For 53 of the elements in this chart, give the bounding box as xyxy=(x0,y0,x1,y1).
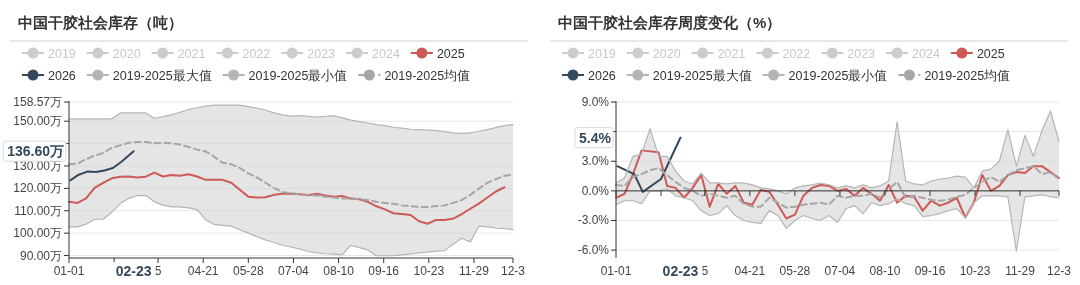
legend-label: 2019-2025最大值 xyxy=(112,68,212,83)
y-tick-label: 3.0% xyxy=(581,154,610,169)
x-tick-label: 10-23 xyxy=(413,264,445,278)
x-tick-label: 11-29 xyxy=(1005,264,1036,278)
x-tick-label: 12-3 xyxy=(1046,264,1072,278)
x-tick-label: 04-21 xyxy=(187,264,219,278)
x-tick-label: 08-10 xyxy=(323,264,355,278)
y-tick-label: 9.0% xyxy=(581,95,610,109)
x-tick-label: 12-3 xyxy=(500,264,526,278)
chart-title: 中国干胶社会库存周度变化（%） xyxy=(558,14,782,31)
line-series xyxy=(68,171,506,225)
y-tick-label: 130.00万 xyxy=(13,158,62,173)
legend-label: 2019-2025最小值 xyxy=(788,68,888,83)
x-tick-label: 5 xyxy=(154,264,162,278)
x-tick-label: 01-01 xyxy=(53,264,85,278)
y-tick-label: 0.0% xyxy=(581,183,610,198)
legend-label: 2025 xyxy=(976,46,1005,61)
legend-label: 2026 xyxy=(48,68,76,83)
x-tick-label: 05-28 xyxy=(232,264,264,278)
x-tick-label: 5 xyxy=(701,264,709,278)
text: 02-23 xyxy=(115,263,152,279)
y-tick-label: 150.00万 xyxy=(13,114,62,129)
line-series xyxy=(616,136,682,193)
legend-label: 2019-2025均值 xyxy=(384,68,471,83)
y-tick-label: 100.00万 xyxy=(13,226,62,241)
line-series xyxy=(68,104,514,134)
x-tick-label: 10-23 xyxy=(959,264,991,278)
y-tick-label: 158.57万 xyxy=(13,95,62,109)
x-tick-label: 07-04 xyxy=(824,264,856,278)
x-tick-label: 01-01 xyxy=(600,264,632,278)
x-tick-label: 04-21 xyxy=(734,264,766,278)
legend-label: 2019-2025均值 xyxy=(924,68,1011,83)
chart-title: 中国干胶社会库存（吨） xyxy=(18,14,183,31)
legend-label: 2019-2025最小值 xyxy=(248,68,348,83)
y-tick-label: 110.00万 xyxy=(14,203,62,218)
line-series xyxy=(69,150,135,182)
x-tick-label: 07-04 xyxy=(278,264,310,278)
text: 5.4% xyxy=(579,129,612,146)
y-tick-label: -3.0% xyxy=(577,213,610,228)
y-tick-label: -6.0% xyxy=(577,243,610,258)
x-tick-label: 05-28 xyxy=(779,264,811,278)
y-tick-label: 120.00万 xyxy=(13,181,62,196)
legend-label: 2019-2025最大值 xyxy=(652,68,752,83)
text: 136.60万 xyxy=(7,143,64,160)
x-tick-label: 11-29 xyxy=(459,264,490,278)
x-tick-label: 09-16 xyxy=(368,264,400,278)
x-tick-label: 08-10 xyxy=(869,264,901,278)
y-tick-label: 90.00万 xyxy=(19,248,62,263)
x-tick-label: 09-16 xyxy=(914,264,946,278)
line-series xyxy=(68,141,514,208)
legend-label: 2026 xyxy=(588,68,616,83)
legend-label: 2025 xyxy=(436,46,465,61)
text: 02-23 xyxy=(662,263,699,279)
